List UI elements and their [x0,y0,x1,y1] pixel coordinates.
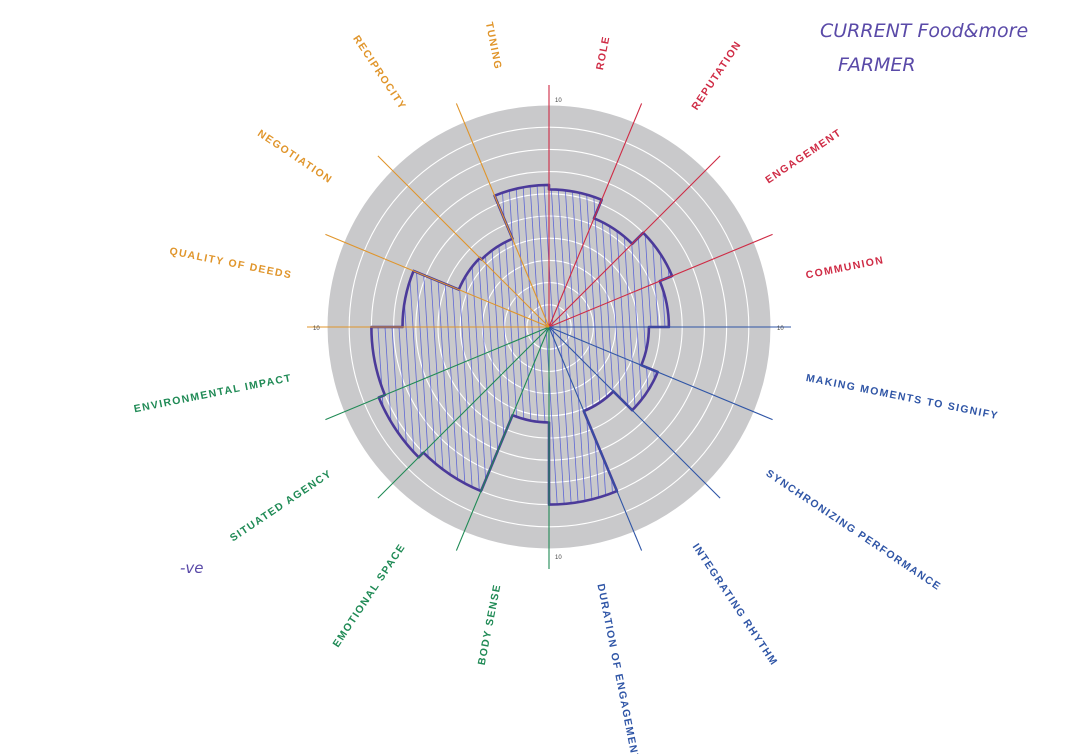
axis-label-reputation: REPUTATION [689,39,744,113]
tick-labels: 10 10 10 10 [313,98,784,561]
axis-label-making-moments-to-signify: MAKING MOMENTS TO SIGNIFY [805,372,1000,422]
axis-label-environmental-impact: ENVIRONMENTAL IMPACT [133,372,293,415]
handwritten-side-note: -ve [180,559,204,577]
axis-line-2 [548,103,643,328]
axis-line-6 [548,326,773,421]
tick-label-max: 10 [313,326,320,332]
axis-line-14 [325,233,550,328]
axis-label-duration-of-engagement: DURATION OF ENGAGEMENT [594,583,641,754]
axis-line-3 [548,155,721,328]
handwritten-title-line2: FARMER [838,54,916,76]
axis-label-communion: COMMUNION [805,254,885,281]
axis-line-11 [377,326,550,499]
axis-label-reciprocity: RECIPROCITY [350,33,408,112]
axis-line-12 [325,326,550,421]
handwritten-title-line1: CURRENT Food&more [820,20,1028,42]
axis-label-role: ROLE [594,35,613,71]
axis-line-10 [455,326,550,551]
axis-label-negotiation: NEGOTIATION [255,128,334,187]
axis-label-situated-agency: SITUATED AGENCY [228,467,335,544]
axis-line-16 [455,103,550,328]
tick-label-max: 10 [777,326,784,332]
axis-label-engagement: ENGAGEMENT [763,127,844,187]
axis-lines [307,85,791,569]
axis-label-emotional-space: EMOTIONAL SPACE [330,541,408,649]
tick-label-max: 10 [555,98,562,104]
axis-line-8 [548,326,643,551]
axis-label-synchronizing-performance: SYNCHRONIZING PERFORMANCE [764,467,944,593]
axis-line-7 [548,326,721,499]
tick-label-max: 10 [555,555,562,561]
axis-line-4 [548,233,773,328]
axis-line-15 [377,155,550,328]
axis-label-quality-of-deeds: QUALITY OF DEEDS [168,245,293,281]
axis-label-body-sense: BODY SENSE [476,583,504,666]
axis-label-integrating-rhythm: INTEGRATING RHYTHM [690,541,780,668]
axis-label-tuning: TUNING [483,21,504,71]
